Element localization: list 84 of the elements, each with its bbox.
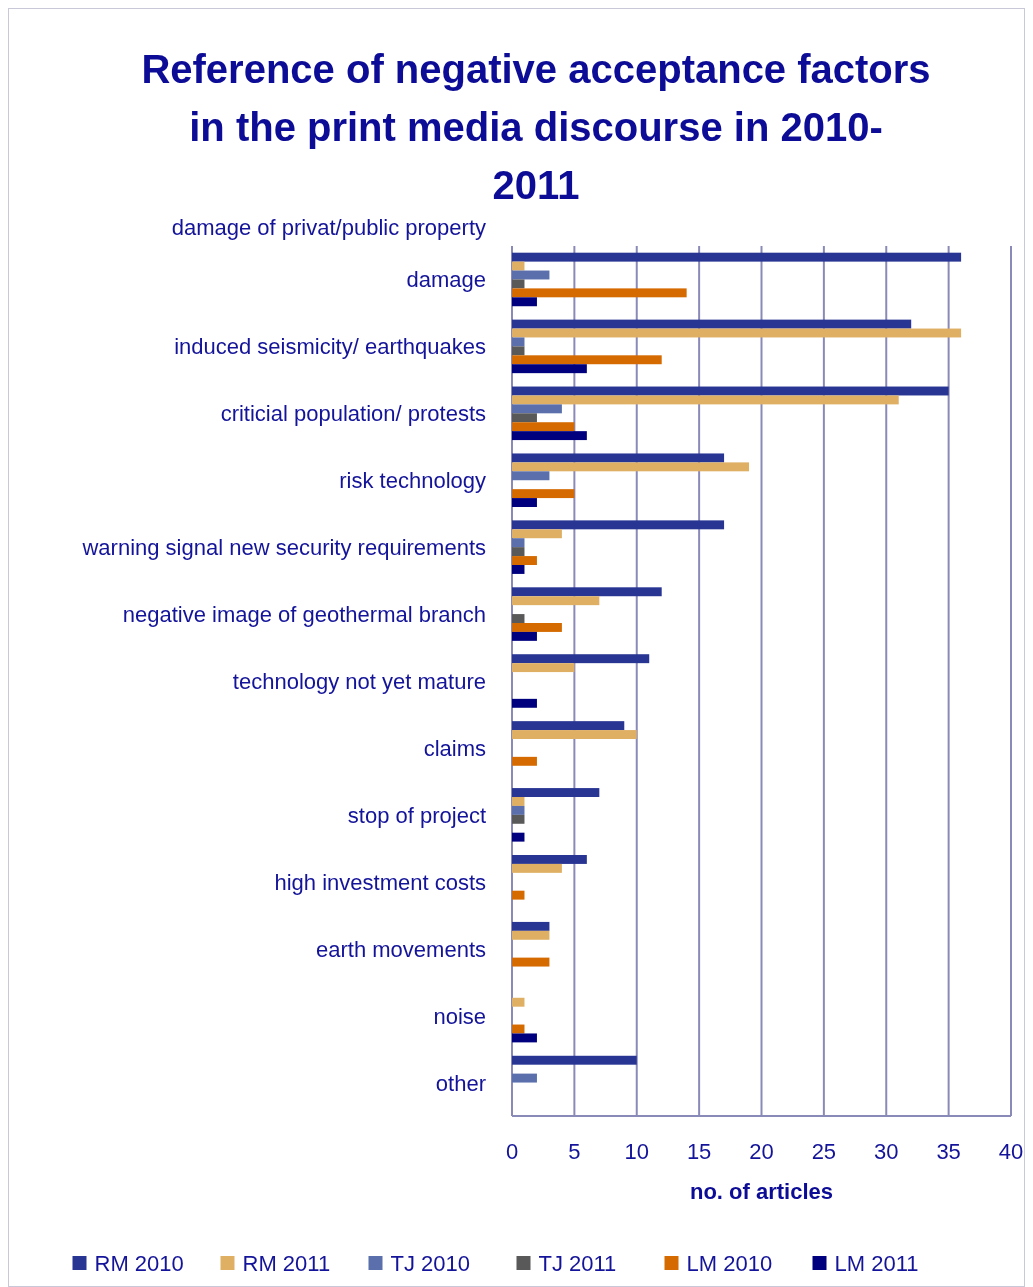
x-tick-label: 25: [811, 1139, 837, 1164]
bar: [512, 788, 600, 797]
bar: [512, 422, 575, 432]
bar: [512, 279, 525, 289]
y-tick-label: stop of project: [347, 802, 486, 828]
bar: [512, 404, 562, 414]
legend-label: LM 2010: [686, 1251, 773, 1276]
bar: [512, 930, 550, 940]
bar: [512, 1073, 537, 1083]
bar: [512, 328, 962, 338]
x-tick-label: 35: [936, 1139, 961, 1164]
y-tick-label: negative image of geothermal branch: [122, 602, 486, 628]
bar: [512, 498, 537, 507]
bar: [512, 297, 537, 307]
bar: [512, 261, 525, 271]
bar: [512, 797, 525, 806]
x-axis-title: no. of articles: [689, 1179, 834, 1204]
bar: [512, 730, 637, 739]
x-tick-label: 10: [624, 1139, 649, 1164]
bar: [512, 596, 600, 606]
x-tick-label: 15: [686, 1139, 712, 1164]
bar: [512, 337, 525, 347]
bar: [512, 346, 525, 356]
bar: [512, 489, 575, 499]
y-tick-label: other: [435, 1070, 486, 1096]
legend-label: LM 2011: [834, 1251, 919, 1276]
bar: [512, 453, 725, 463]
legend-label: TJ 2011: [538, 1251, 617, 1276]
bar: [512, 538, 525, 548]
bar: [512, 654, 650, 664]
bar: [512, 1033, 537, 1043]
x-tick-label: 5: [568, 1139, 581, 1164]
bar: [512, 431, 587, 441]
bar: [512, 698, 537, 708]
bar: [512, 855, 587, 864]
bar: [512, 863, 562, 873]
bar: [512, 921, 550, 931]
bar: [512, 319, 912, 329]
chart-title: Reference of negative acceptance factors in the print media discourse in 2010-2011: [141, 47, 931, 207]
y-tick-label: noise: [433, 1003, 486, 1029]
bar: [512, 756, 537, 766]
bar: [512, 832, 525, 842]
bar: [512, 997, 525, 1007]
bar: [512, 721, 625, 731]
bar: [512, 529, 562, 539]
y-tick-label: high investment costs: [274, 869, 486, 895]
bar: [512, 623, 562, 632]
bar: [512, 386, 949, 396]
legend-label: TJ 2010: [390, 1251, 470, 1276]
bar: [512, 462, 750, 472]
bar: [512, 395, 899, 405]
bar: [512, 364, 587, 374]
bar: [512, 587, 662, 597]
y-tick-label: claims: [423, 735, 486, 761]
bar: [512, 805, 525, 815]
bar: [512, 413, 537, 423]
bar: [512, 814, 525, 824]
bar: [512, 890, 525, 900]
x-tick-label: 0: [505, 1139, 519, 1164]
bar: [512, 547, 525, 557]
y-tick-label: earth movements: [316, 936, 486, 962]
bar: [512, 520, 725, 530]
bar: [512, 614, 525, 623]
bar: [512, 663, 575, 673]
bar: [512, 1055, 637, 1065]
y-tick-label: risk technology: [339, 468, 486, 494]
x-tick-label: 40: [998, 1139, 1024, 1164]
category-label: damage of privat/public property damage: [171, 215, 486, 293]
x-tick-label: 20: [749, 1139, 774, 1164]
bar: [512, 957, 550, 967]
bar: [512, 631, 537, 641]
x-tick-label: 30: [874, 1139, 899, 1164]
bar: [512, 565, 525, 574]
bar: [512, 471, 550, 481]
bar: [512, 252, 962, 262]
y-tick-label: induced seismicity/ earthquakes: [174, 334, 486, 360]
bar: [512, 355, 662, 365]
legend-label: RM 2011: [242, 1251, 331, 1276]
y-tick-label: warning signal new security requirements: [81, 535, 486, 561]
legend-label: RM 2010: [94, 1251, 184, 1276]
y-tick-label: criticial population/ protests: [220, 401, 486, 427]
bar: [512, 288, 687, 298]
bar: [512, 556, 537, 565]
y-tick-label: technology not yet mature: [232, 669, 486, 694]
